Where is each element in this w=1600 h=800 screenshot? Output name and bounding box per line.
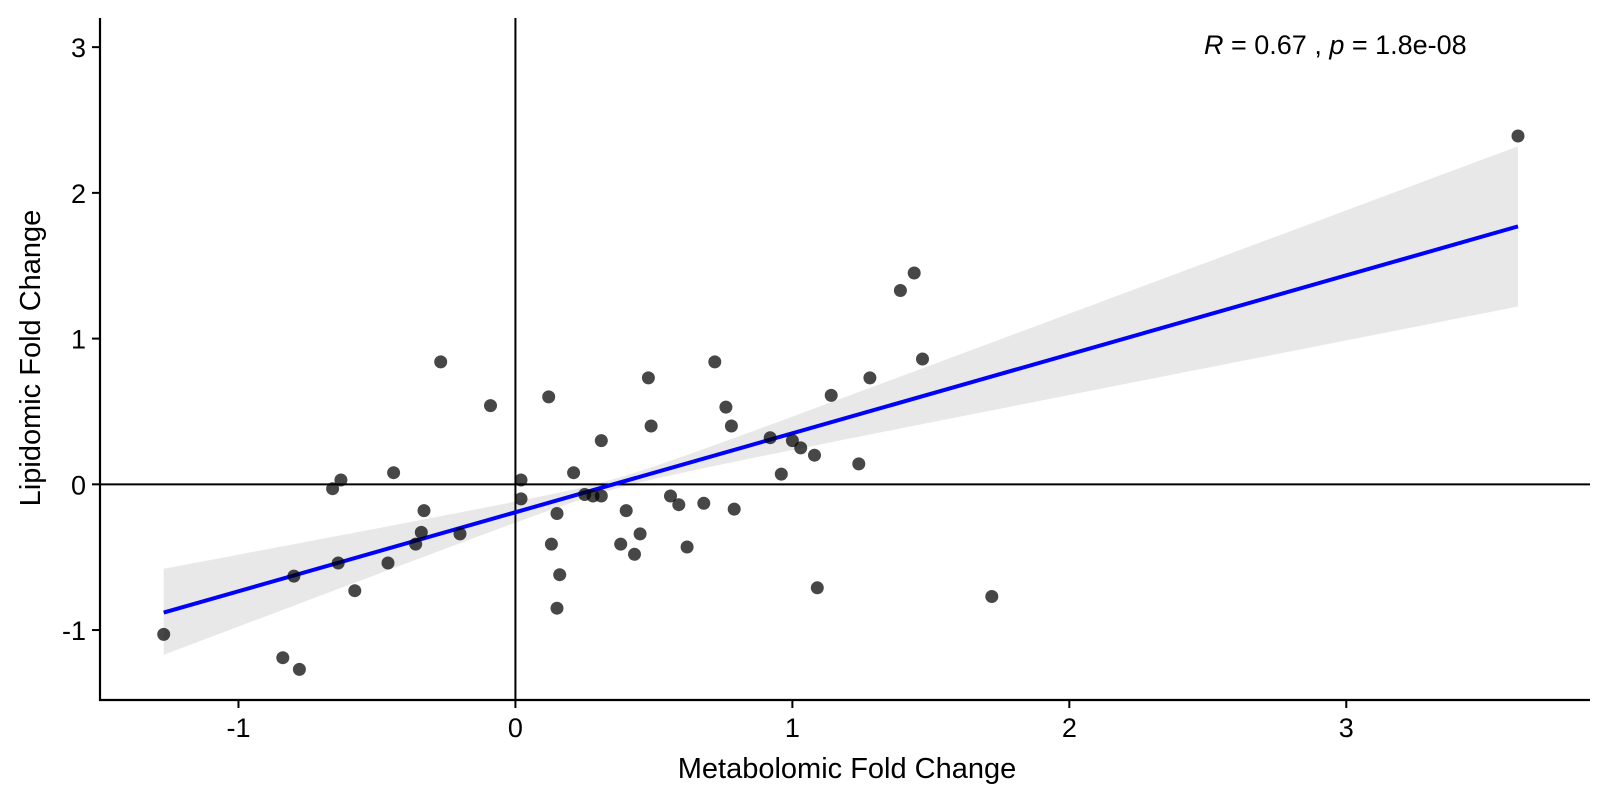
data-point [326,482,340,496]
x-tick-label: 1 [785,713,800,743]
data-point [276,651,290,665]
data-point [824,388,838,402]
data-point [893,284,907,297]
data-point [644,419,658,433]
y-tick-label: 1 [71,325,86,355]
data-point [594,434,608,448]
confidence-band-layer [163,146,1519,655]
data-point [774,467,788,481]
regression-line-layer [163,224,1519,615]
data-point [641,371,655,385]
data-points-layer [157,129,1525,676]
y-tick-label: 3 [71,33,86,63]
data-point [863,371,877,385]
x-tick-label: 0 [508,713,523,743]
data-point [292,662,306,676]
data-point [544,537,558,551]
y-tick-label: 2 [71,179,86,209]
data-point [664,489,677,503]
confidence-band [163,146,1519,655]
data-point [334,473,348,487]
data-point [614,537,628,551]
data-point [633,527,647,541]
regression-line [163,224,1519,615]
data-point [157,627,171,641]
data-point [852,457,866,471]
data-point [907,266,921,280]
data-point [680,540,694,554]
data-point [810,581,824,595]
y-tick-label: -1 [62,616,86,646]
data-point [794,441,808,455]
y-axis-title: Lipidomic Fold Change [15,210,47,507]
data-point [916,352,929,366]
data-point [619,504,633,518]
correlation-annotation: R = 0.67 , p = 1.8e-08 [1204,30,1467,60]
data-point [697,496,711,510]
data-point [727,502,741,516]
data-point [567,466,581,480]
data-point [434,355,448,369]
data-point [387,466,401,480]
data-point [542,390,556,404]
data-point [381,556,395,570]
data-point [719,400,733,414]
data-point [808,448,821,462]
data-point [414,525,428,539]
data-point [594,489,608,503]
data-point [628,547,641,561]
data-point [724,419,738,433]
y-tick-label: 0 [71,470,86,500]
axes-layer: -1 0 1 2 3 -1 0 1 2 3 [62,18,1590,743]
data-point [409,537,423,551]
data-point [672,498,686,512]
data-point [331,556,345,570]
x-tick-label: -1 [226,713,250,743]
data-point [514,473,528,487]
x-tick-label: 3 [1339,713,1354,743]
data-point [453,527,467,541]
data-point [553,568,567,582]
data-point [708,355,722,369]
data-point [417,504,431,518]
data-point [985,590,999,603]
reference-lines-layer [100,18,1590,700]
data-point [348,584,362,598]
data-point [763,431,777,445]
x-axis-title: Metabolomic Fold Change [678,753,1017,785]
data-point [484,399,497,413]
data-point [287,569,301,583]
data-point [514,492,528,506]
data-point [1511,129,1525,143]
data-point [550,601,564,615]
data-point [550,507,564,520]
x-tick-label: 2 [1062,713,1077,743]
